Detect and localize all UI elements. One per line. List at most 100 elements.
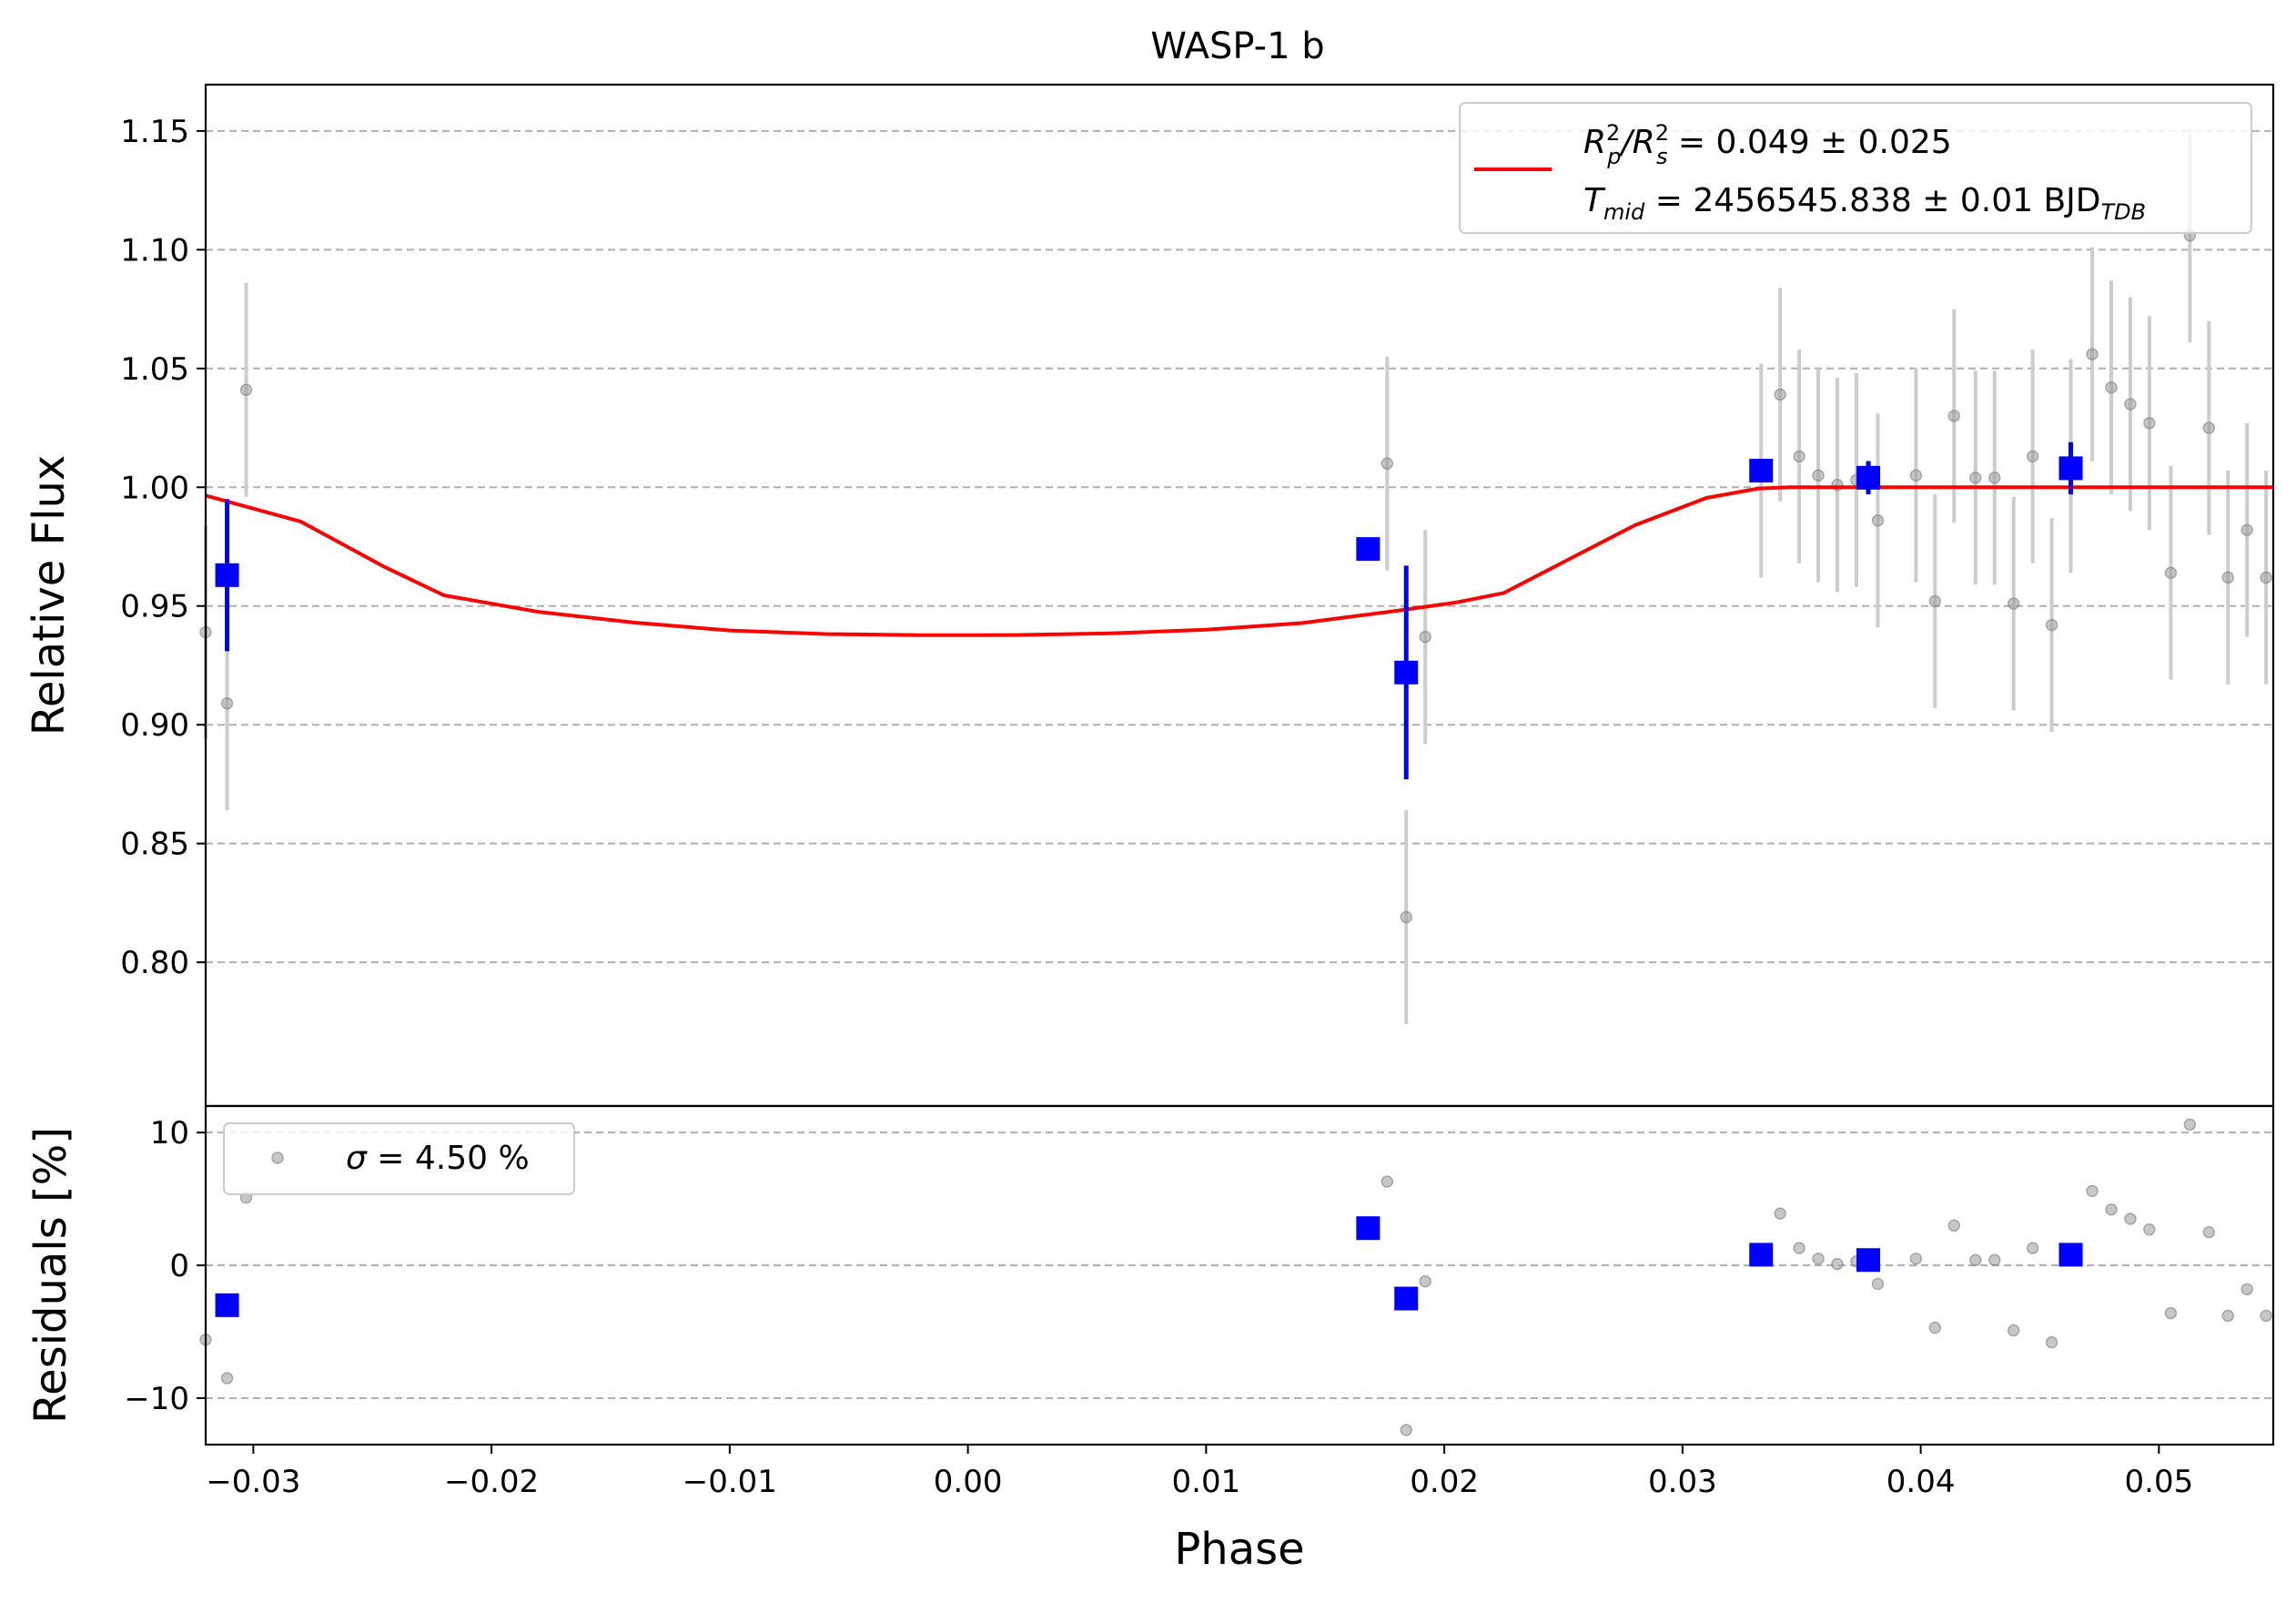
flux-raw-point <box>1988 472 2001 484</box>
residual-raw-point <box>1909 1253 1923 1265</box>
flux-binned-point <box>1856 465 1881 490</box>
flux-raw-point <box>2086 348 2099 360</box>
legend-rp-symbol: R <box>1583 124 1606 161</box>
flux-raw-point <box>2105 380 2118 394</box>
flux-raw-point <box>1928 594 1942 608</box>
x-tick-label: 0.05 <box>2125 1464 2194 1500</box>
flux-binned-point <box>215 563 239 587</box>
flux-y-axis-label: Relative Flux <box>24 455 75 736</box>
legend-tmid-sub: mid <box>1603 199 1645 225</box>
residual-binned-point <box>2058 1243 2083 1267</box>
flux-y-tick-label: 0.90 <box>120 707 189 744</box>
flux-raw-point <box>2124 398 2137 411</box>
residual-raw-point <box>1793 1242 1805 1254</box>
residual-raw-point <box>1871 1277 1885 1291</box>
legend-rp-sub: p <box>1606 144 1621 169</box>
residual-raw-point <box>1988 1253 2001 1266</box>
flux-y-tick-label: 1.05 <box>120 351 189 388</box>
legend-rs-sup: 2 <box>1655 120 1669 146</box>
flux-raw-point <box>2240 523 2253 536</box>
flux-raw-point <box>220 696 234 710</box>
x-tick-label: −0.03 <box>206 1464 300 1500</box>
x-tick-label: 0.01 <box>1172 1464 1241 1500</box>
flux-raw-points <box>199 128 2272 1024</box>
residual-legend: σ = 4.50 % <box>223 1122 575 1195</box>
x-tick-label: 0.03 <box>1648 1464 1717 1500</box>
flux-raw-point <box>2221 571 2235 584</box>
flux-raw-point <box>1871 514 1885 527</box>
flux-binned-point <box>2058 456 2083 481</box>
residual-binned-point <box>1394 1286 1419 1311</box>
flux-raw-point <box>1774 388 1786 401</box>
legend-rs-sub: s <box>1656 144 1668 169</box>
legend-rp-sup: 2 <box>1606 120 1620 146</box>
flux-y-tick-label: 0.95 <box>120 589 189 625</box>
residual-raw-point <box>1419 1274 1431 1288</box>
x-tick-label: −0.01 <box>683 1464 777 1500</box>
residual-raw-point <box>1812 1253 1825 1265</box>
residual-raw-point <box>1928 1321 1942 1334</box>
residual-binned-points <box>215 1216 2083 1317</box>
residual-legend-box <box>223 1122 575 1195</box>
residual-raw-point <box>2105 1203 2118 1216</box>
legend-tdb-sub: TDB <box>2101 199 2147 225</box>
residual-raw-point <box>220 1372 234 1385</box>
flux-raw-point <box>1793 450 1805 463</box>
flux-y-tick-label: 1.00 <box>120 470 189 506</box>
flux-raw-point <box>2143 417 2156 430</box>
flux-raw-point <box>2045 618 2058 632</box>
residual-raw-point <box>2183 1118 2197 1131</box>
residual-raw-point <box>2007 1324 2020 1337</box>
flux-raw-point <box>1381 457 1394 470</box>
flux-y-tick-label: 1.10 <box>120 232 189 269</box>
flux-grid <box>206 129 2273 964</box>
residual-y-axis-label: Residuals [%] <box>25 1127 76 1424</box>
residual-y-tick-label: −10 <box>124 1381 189 1417</box>
flux-raw-point <box>1419 630 1431 644</box>
residual-binned-point <box>1749 1243 1774 1267</box>
flux-model-line <box>205 485 2273 637</box>
residual-raw-point <box>2045 1335 2058 1349</box>
residual-raw-point <box>1831 1257 1844 1271</box>
residual-raw-point <box>1381 1175 1394 1188</box>
x-tick-label: 0.00 <box>934 1464 1003 1500</box>
residual-raw-point <box>2240 1283 2253 1296</box>
flux-raw-point <box>1812 469 1825 482</box>
flux-raw-point <box>2007 597 2020 610</box>
x-tick-label: 0.04 <box>1886 1464 1956 1500</box>
residual-raw-point <box>2202 1225 2216 1239</box>
x-tick-label: −0.02 <box>444 1464 539 1500</box>
flux-raw-point <box>2260 571 2272 584</box>
flux-y-tick-label: 0.85 <box>120 827 189 863</box>
residual-raw-point <box>2026 1242 2039 1254</box>
legend-tmid-symbol: T <box>1583 182 1606 219</box>
x-axis-label: Phase <box>1174 1524 1304 1575</box>
flux-legend-tmid: Tmid = 2456545.838 ± 0.01 BJDTDB <box>1583 182 2146 225</box>
flux-y-ticks: 0.80 0.85 0.90 0.95 1.00 1.05 1.10 1.15 <box>120 114 206 981</box>
residual-binned-point <box>1356 1216 1381 1241</box>
residual-y-tick-label: 10 <box>150 1115 189 1152</box>
flux-y-tick-label: 0.80 <box>120 945 189 981</box>
flux-binned-point <box>1356 537 1381 562</box>
x-axis-ticks: −0.03 −0.02 −0.01 0.00 0.01 0.02 0.03 0.04 0.05 <box>206 1445 2193 1500</box>
flux-binned-points <box>215 441 2083 780</box>
residual-raw-point <box>2164 1306 2178 1320</box>
flux-raw-point <box>2202 421 2216 434</box>
legend-sigma-value: = 4.50 % <box>367 1140 530 1177</box>
flux-raw-point <box>1909 469 1923 482</box>
flux-raw-point <box>2026 450 2039 463</box>
flux-raw-point <box>1969 472 1982 484</box>
legend-rp-rs-value: = 0.049 ± 0.025 <box>1667 124 1951 161</box>
residual-legend-sigma: σ = 4.50 % <box>346 1140 530 1177</box>
legend-rs-symbol: /R <box>1619 124 1655 161</box>
residual-raw-point <box>1969 1253 1982 1266</box>
flux-model-curve <box>205 485 2273 637</box>
flux-binned-point <box>1394 660 1419 685</box>
residual-raw-point <box>1947 1219 1961 1233</box>
flux-raw-point <box>239 383 253 397</box>
flux-binned-point <box>1749 459 1774 483</box>
residual-raw-point <box>2086 1184 2099 1198</box>
legend-tmid-value: = 2456545.838 ± 0.01 BJD <box>1644 182 2100 219</box>
residual-legend-marker <box>271 1152 284 1164</box>
